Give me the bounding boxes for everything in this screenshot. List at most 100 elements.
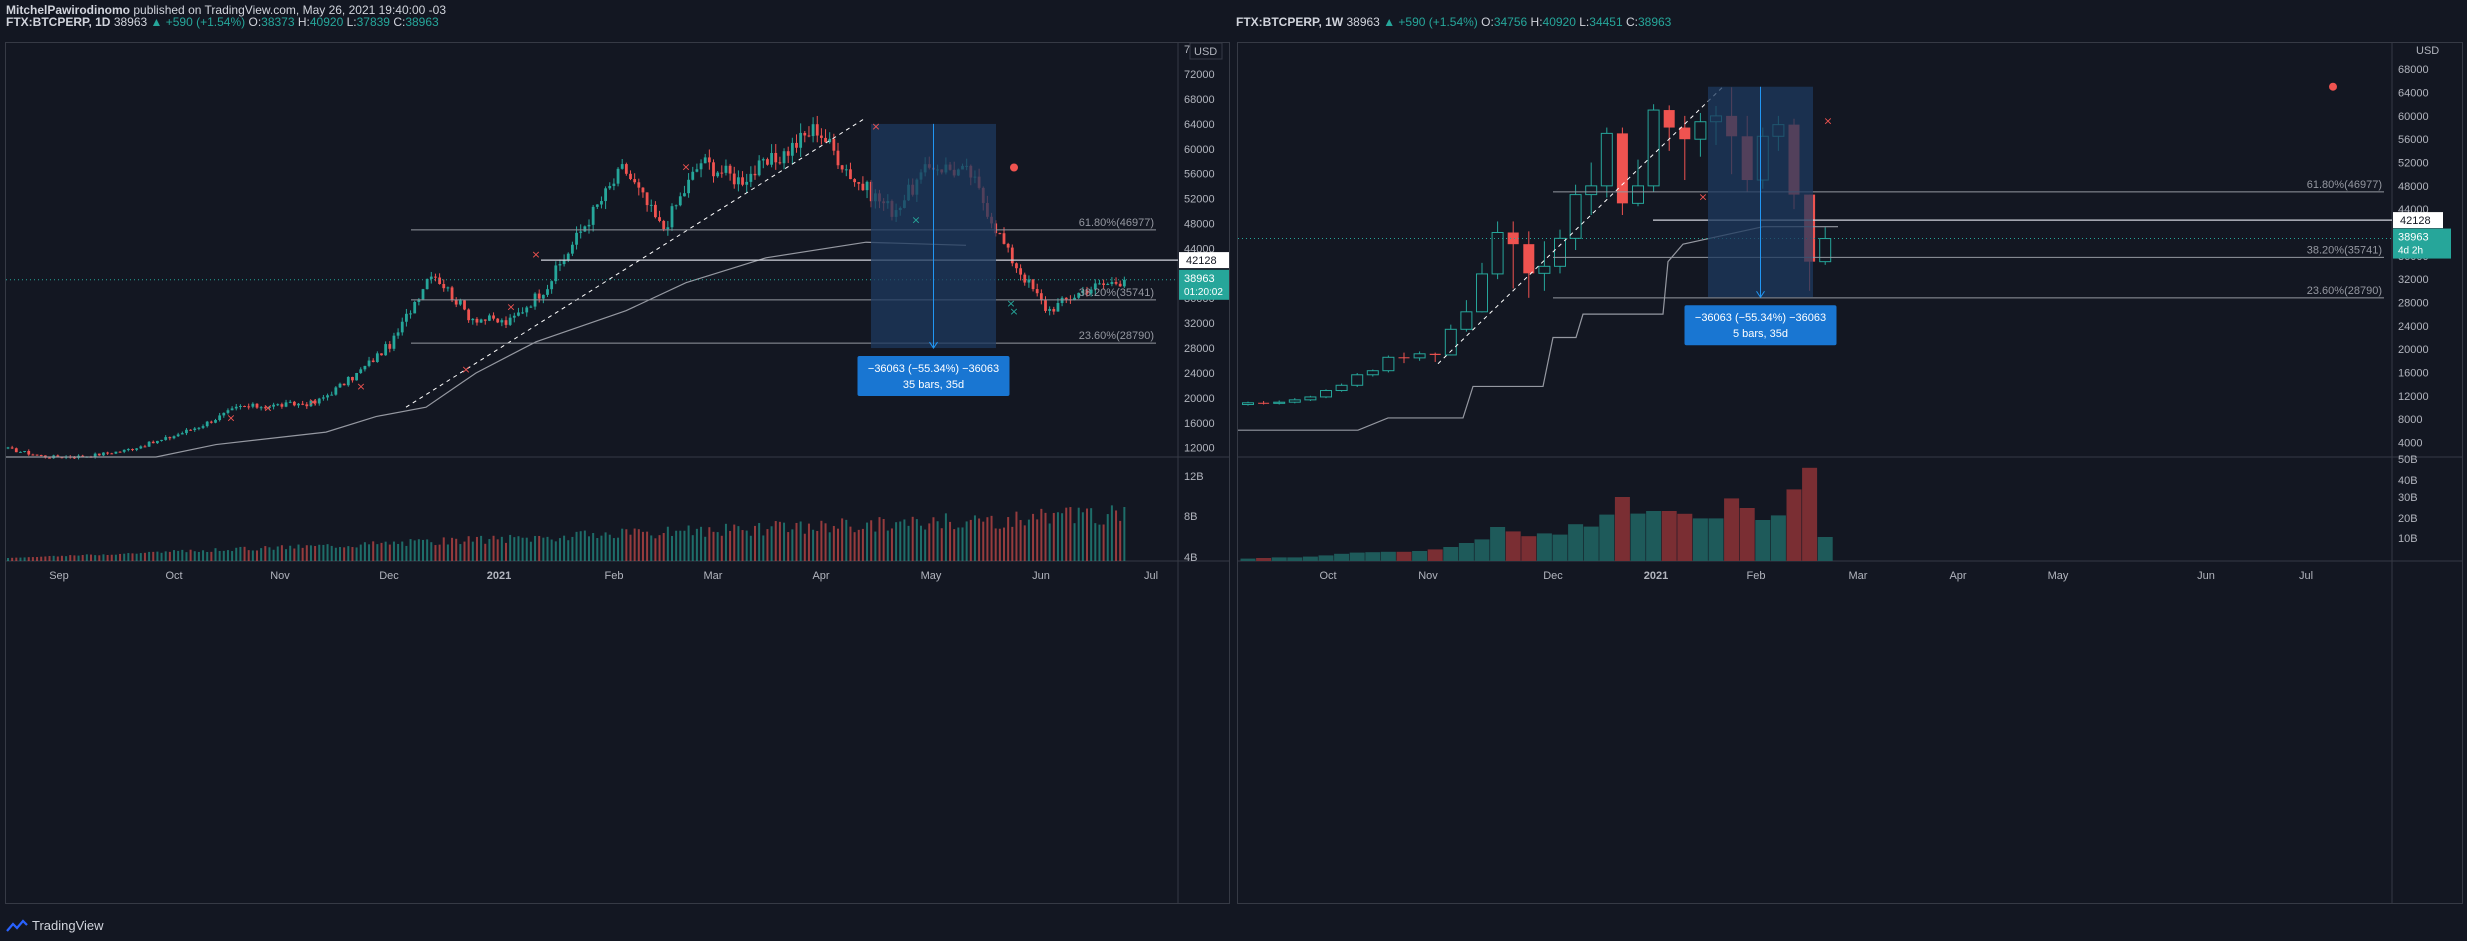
left-l-value: 37839: [356, 15, 390, 29]
volume-bar: [239, 546, 242, 561]
left-chart-pane[interactable]: 7600072000680006400060000560005200048000…: [5, 42, 1230, 904]
left-l-label: L:: [346, 15, 357, 29]
candle-body: [106, 452, 109, 454]
right-h-label: H:: [1530, 15, 1543, 29]
candle-body: [226, 410, 230, 413]
right-chart-pane[interactable]: 6800064000600005600052000480004400040000…: [1237, 42, 2463, 904]
trend-line: [405, 117, 867, 408]
candle-body: [712, 162, 715, 177]
volume-bar: [1552, 534, 1568, 561]
candle-body: [583, 226, 587, 232]
volume-bar: [509, 534, 512, 561]
volume-bar: [363, 542, 366, 561]
candle-body: [259, 407, 263, 409]
volume-bar: [36, 557, 39, 561]
candle-body: [135, 448, 139, 450]
volume-bar: [1568, 524, 1584, 561]
candle-body: [363, 365, 367, 370]
x-tick-label: Mar: [1849, 570, 1868, 582]
y-tick-label: 4000: [2398, 437, 2422, 449]
volume-bar: [949, 521, 952, 561]
fib-level-label: 61.80%(46977): [2307, 179, 2382, 191]
candle-body: [508, 317, 512, 325]
tradingview-logo-icon: [6, 918, 28, 932]
candle-body: [641, 187, 645, 193]
left-chart-svg[interactable]: 7600072000680006400060000560005200048000…: [6, 43, 1230, 904]
candle-body: [255, 403, 259, 408]
candle-body: [683, 193, 686, 197]
left-c-value: 38963: [405, 15, 439, 29]
volume-bar: [936, 521, 939, 561]
candle-body: [483, 319, 487, 321]
publish-header: MitchelPawirodinomo published on Trading…: [6, 3, 446, 17]
volume-bar: [1271, 557, 1287, 561]
volume-bar: [434, 545, 437, 561]
volume-bar: [318, 544, 321, 561]
volume-bar: [1412, 551, 1428, 561]
horizontal-level-value: 42128: [1186, 255, 1217, 267]
candle-body: [1569, 194, 1582, 239]
volume-bar: [90, 554, 92, 561]
volume-tick-label: 20B: [2398, 513, 2418, 525]
volume-bar: [1443, 547, 1459, 561]
candle-body: [732, 173, 736, 185]
volume-bar: [534, 535, 537, 561]
volume-bar: [1040, 508, 1043, 561]
volume-bar: [413, 540, 416, 561]
volume-bar: [218, 550, 221, 561]
candle-body: [10, 447, 14, 449]
candle-body: [608, 185, 612, 189]
brand-label[interactable]: TradingView: [32, 918, 104, 933]
candle-body: [861, 183, 865, 191]
right-symbol[interactable]: FTX:BTCPERP, 1W: [1236, 15, 1344, 29]
volume-bar: [1630, 513, 1646, 561]
volume-bar: [305, 545, 308, 561]
right-l-label: L:: [1579, 15, 1590, 29]
volume-bar: [1786, 489, 1802, 561]
candle-body: [807, 135, 811, 137]
candle-body: [616, 168, 620, 184]
volume-bar: [600, 535, 603, 561]
volume-bar: [222, 550, 225, 561]
volume-bar: [1599, 514, 1615, 561]
candle-body: [384, 344, 388, 356]
candle-body: [147, 441, 151, 447]
candle-body: [388, 344, 392, 349]
volume-bar: [874, 531, 877, 561]
candle-body: [234, 406, 238, 409]
candle-body: [60, 457, 64, 459]
candle-body: [168, 437, 172, 439]
candle-body: [786, 151, 790, 156]
volume-bar: [69, 555, 72, 561]
candle-body: [160, 439, 163, 441]
volume-bar: [1240, 558, 1256, 561]
candle-body: [637, 182, 641, 188]
candle-body: [1585, 185, 1598, 196]
volume-bar: [737, 526, 740, 561]
volume-bar: [343, 547, 346, 561]
candle-body: [832, 138, 836, 151]
author-name[interactable]: MitchelPawirodinomo: [6, 3, 131, 17]
publish-info: published on TradingView.com, May 26, 20…: [133, 3, 447, 17]
left-last: 38963: [113, 15, 148, 29]
volume-bar: [1739, 508, 1755, 561]
volume-bar: [289, 545, 292, 561]
candle-body: [770, 152, 773, 165]
volume-bar: [185, 552, 188, 561]
volume-bar: [376, 544, 379, 561]
candle-body: [761, 159, 765, 161]
left-o-value: 38373: [261, 15, 295, 29]
volume-bar: [334, 547, 337, 561]
candle-body: [1122, 279, 1126, 287]
right-chart-svg[interactable]: 6800064000600005600052000480004400040000…: [1238, 43, 2463, 904]
candle-body: [720, 172, 724, 174]
left-symbol[interactable]: FTX:BTCPERP, 1D: [6, 15, 111, 29]
last-price-value: 38963: [1184, 273, 1215, 285]
currency-label: USD: [2416, 45, 2439, 57]
sell-marker: ×: [263, 402, 272, 415]
right-c-label: C:: [1625, 15, 1638, 29]
measure-arrow-head: [929, 341, 938, 349]
x-tick-label: Jun: [1032, 570, 1050, 582]
candle-body: [1460, 311, 1473, 330]
volume-bar: [708, 527, 711, 561]
